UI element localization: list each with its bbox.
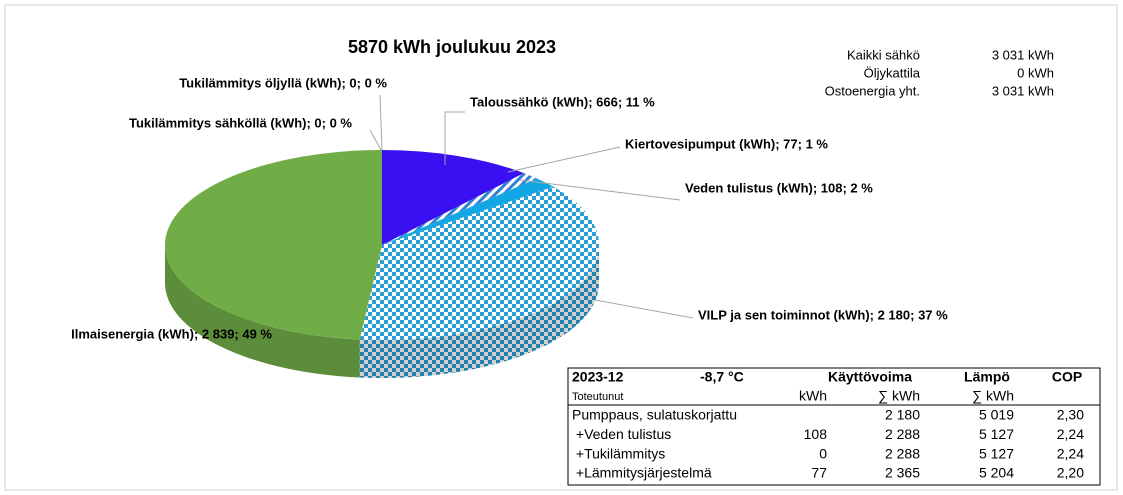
table-cell: +Veden tulistus bbox=[572, 426, 671, 442]
table-cell: 2 180 bbox=[885, 407, 920, 423]
table-cell: 2,30 bbox=[1057, 407, 1084, 423]
pie-side bbox=[165, 245, 360, 378]
table-cell: +Tukilämmitys bbox=[572, 445, 665, 461]
leader-line bbox=[594, 299, 694, 319]
table-cell: 0 bbox=[819, 445, 827, 461]
table-cell: 5 019 bbox=[979, 407, 1014, 423]
pie-side-shade bbox=[359, 245, 599, 378]
table-header: COP bbox=[1052, 369, 1082, 385]
pie-side bbox=[359, 245, 599, 378]
data-label: Tukilämmitys sähköllä (kWh); 0; 0 % bbox=[129, 115, 352, 130]
table-cell: 5 127 bbox=[979, 426, 1014, 442]
table-subheader: ∑ kWh bbox=[878, 388, 920, 404]
leader-line bbox=[369, 129, 382, 151]
data-label: Veden tulistus (kWh); 108; 2 % bbox=[685, 180, 873, 195]
summary-value: 3 031 kWh bbox=[992, 83, 1054, 98]
summary-label: Kaikki sähkö bbox=[847, 47, 920, 62]
table-border bbox=[567, 367, 1101, 486]
leader-line bbox=[507, 146, 621, 173]
leader-line bbox=[379, 94, 383, 151]
table-header: 2023-12 bbox=[572, 369, 624, 385]
data-label: Ilmaisenergia (kWh); 2 839; 49 % bbox=[71, 326, 272, 341]
data-label: Kiertovesipumput (kWh); 77; 1 % bbox=[625, 136, 828, 151]
data-label: Taloussähkö (kWh); 666; 11 % bbox=[470, 94, 655, 109]
table-cell: Pumppaus, sulatuskorjattu bbox=[572, 407, 737, 423]
table-cell: +Lämmitysjärjestelmä bbox=[572, 465, 712, 481]
table-header: Käyttövoima bbox=[828, 369, 912, 385]
pie-slice bbox=[165, 150, 382, 340]
table-cell: 108 bbox=[804, 426, 828, 442]
table-cell: 5 127 bbox=[979, 445, 1014, 461]
table-cell: 77 bbox=[811, 465, 827, 481]
table-subheader: ∑ kWh bbox=[972, 388, 1014, 404]
table-cell: 2,24 bbox=[1057, 445, 1084, 461]
table-header: Lämpö bbox=[964, 369, 1010, 385]
pie-slice bbox=[359, 186, 599, 340]
table-subheader: kWh bbox=[799, 388, 827, 404]
leader-line bbox=[519, 179, 681, 201]
table-cell: 2,20 bbox=[1057, 465, 1084, 481]
data-label: Tukilämmitys öljyllä (kWh); 0; 0 % bbox=[179, 75, 387, 90]
table-cell: 2 288 bbox=[885, 445, 920, 461]
table-header: -8,7 °C bbox=[700, 369, 744, 385]
table-cell: 2,24 bbox=[1057, 426, 1084, 442]
chart-title: 5870 kWh joulukuu 2023 bbox=[348, 37, 556, 57]
table-cell: 2 365 bbox=[885, 465, 920, 481]
summary-label: Öljykattila bbox=[864, 65, 921, 80]
summary-value: 3 031 kWh bbox=[992, 47, 1054, 62]
summary-value: 0 kWh bbox=[1017, 65, 1054, 80]
pie-side-shade bbox=[165, 245, 360, 378]
summary-label: Ostoenergia yht. bbox=[825, 83, 920, 98]
pie-slice bbox=[382, 173, 537, 245]
table-cell: 5 204 bbox=[979, 465, 1014, 481]
table-cell: 2 288 bbox=[885, 426, 920, 442]
pie-slice bbox=[382, 178, 554, 245]
pie-slice bbox=[382, 150, 524, 245]
leader-line bbox=[444, 111, 465, 165]
table-subheader: Toteutunut bbox=[572, 391, 623, 403]
data-label: VILP ja sen toiminnot (kWh); 2 180; 37 % bbox=[698, 307, 948, 322]
